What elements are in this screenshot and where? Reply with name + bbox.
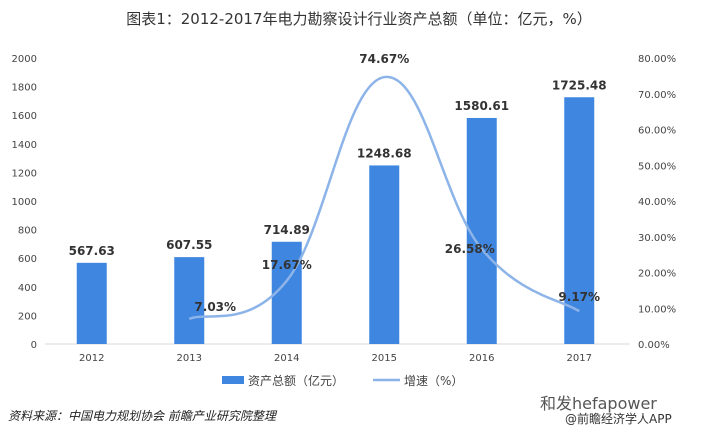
y-right-tick: 50.00% (638, 161, 676, 172)
line-label: 9.17% (558, 290, 600, 304)
y-left-tick: 1200 (12, 168, 37, 179)
line-label: 17.67% (262, 258, 312, 272)
bar-2013 (174, 257, 205, 344)
bar-2012 (76, 262, 107, 344)
y-left-tick: 800 (18, 226, 37, 237)
x-tick: 2015 (372, 353, 397, 364)
y-right-tick: 30.00% (638, 233, 676, 244)
y-left-tick: 1600 (12, 111, 37, 122)
line-label: 7.03% (194, 300, 236, 314)
y-left-tick: 200 (18, 311, 37, 322)
y-right-tick: 80.00% (638, 54, 676, 65)
bar-label: 714.89 (264, 223, 310, 237)
legend-bar-label: 资产总额（亿元） (248, 373, 344, 388)
y-right-tick: 20.00% (638, 269, 676, 280)
watermark-account: 和发hefapower (540, 394, 657, 413)
x-tick: 2014 (274, 353, 299, 364)
y-right-tick: 40.00% (638, 197, 676, 208)
y-left-tick: 600 (18, 254, 37, 265)
x-tick: 2017 (567, 353, 592, 364)
watermark-app: @前瞻经济学人APP (565, 412, 672, 426)
x-tick: 2013 (177, 353, 202, 364)
y-left-tick: 1400 (12, 140, 37, 151)
bar-label: 607.55 (166, 238, 212, 252)
bar-label: 567.63 (69, 244, 115, 258)
y-right-tick: 10.00% (638, 304, 676, 315)
bar-label: 1248.68 (357, 146, 412, 160)
y-right-tick: 0.00% (638, 340, 670, 351)
y-left-tick: 400 (18, 283, 37, 294)
x-tick: 2012 (79, 353, 104, 364)
bar-label: 1725.48 (552, 78, 607, 92)
chart-title: 图表1：2012-2017年电力勘察设计行业资产总额（单位：亿元，%） (126, 10, 592, 28)
x-tick: 2016 (469, 353, 494, 364)
y-right-tick: 60.00% (638, 126, 676, 137)
line-label: 74.67% (359, 52, 409, 66)
legend-bar-swatch (222, 376, 244, 384)
y-left-tick: 2000 (12, 54, 37, 65)
y-left-tick: 1000 (12, 197, 37, 208)
line-label: 26.58% (445, 242, 495, 256)
bar-label: 1580.61 (454, 99, 509, 113)
bar-2016 (466, 117, 497, 344)
source-note: 资料来源：中国电力规划协会 前瞻产业研究院整理 (8, 409, 276, 423)
y-right-tick: 70.00% (638, 90, 676, 101)
growth-line (188, 75, 580, 321)
y-left-tick: 1800 (12, 83, 37, 94)
legend-line-label: 增速（%） (404, 374, 463, 388)
y-left-tick: 0 (31, 340, 37, 351)
bar-2015 (369, 165, 400, 344)
bar-2017 (564, 97, 595, 344)
